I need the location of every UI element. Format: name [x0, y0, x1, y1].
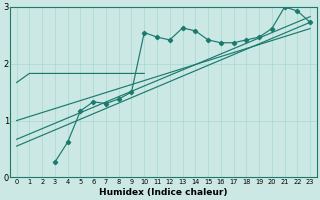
X-axis label: Humidex (Indice chaleur): Humidex (Indice chaleur) — [99, 188, 228, 197]
